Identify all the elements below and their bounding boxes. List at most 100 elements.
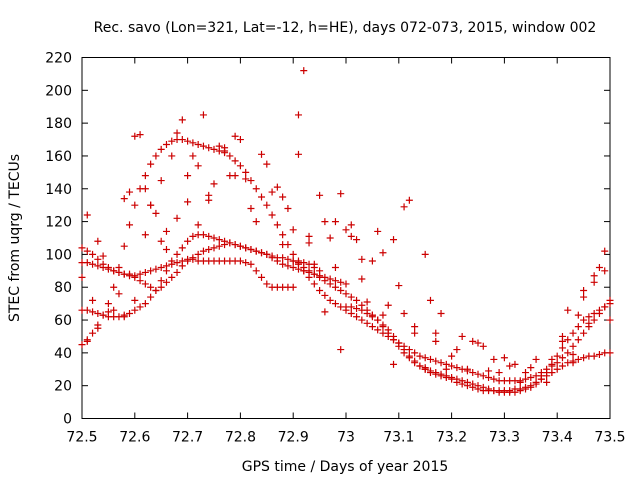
data-point — [279, 254, 287, 262]
data-point — [543, 378, 551, 386]
data-point — [321, 308, 329, 316]
data-point — [390, 236, 398, 244]
data-point — [374, 227, 382, 235]
data-point — [126, 188, 134, 196]
data-point — [242, 259, 250, 267]
data-point — [416, 352, 424, 360]
data-point — [199, 231, 207, 239]
x-tick-label: 73 — [337, 430, 355, 446]
data-point — [99, 252, 107, 260]
data-point — [104, 308, 112, 316]
data-point — [485, 373, 493, 381]
data-point — [474, 382, 482, 390]
data-point — [94, 237, 102, 245]
data-point — [168, 260, 176, 268]
data-point — [99, 264, 107, 272]
data-point — [421, 250, 429, 258]
data-point — [258, 249, 266, 257]
data-point — [516, 378, 524, 386]
data-point — [194, 250, 202, 258]
data-point — [426, 296, 434, 304]
data-point — [490, 375, 498, 383]
data-point — [231, 172, 239, 180]
data-point — [94, 309, 102, 317]
data-point — [337, 190, 345, 198]
data-point — [558, 362, 566, 370]
data-point — [590, 309, 598, 317]
y-tick-label: 40 — [54, 346, 72, 362]
data-point — [353, 236, 361, 244]
data-point — [353, 313, 361, 321]
x-tick-label: 72.5 — [66, 430, 97, 446]
data-point — [268, 211, 276, 219]
data-point — [221, 237, 229, 245]
data-point — [157, 237, 165, 245]
data-point — [347, 303, 355, 311]
data-point — [205, 144, 213, 152]
data-point — [506, 362, 514, 370]
data-point — [553, 352, 561, 360]
data-point — [300, 67, 308, 75]
data-point — [305, 239, 313, 247]
data-point — [411, 359, 419, 367]
data-point — [162, 278, 170, 286]
data-point — [236, 257, 244, 265]
data-point — [168, 137, 176, 145]
data-point — [590, 272, 598, 280]
data-point — [178, 244, 186, 252]
data-point — [485, 367, 493, 375]
data-point — [157, 264, 165, 272]
data-point — [268, 252, 276, 260]
data-point — [173, 214, 181, 222]
data-point — [595, 351, 603, 359]
y-tick-label: 140 — [45, 182, 72, 198]
data-point — [205, 245, 213, 253]
data-point — [474, 339, 482, 347]
data-point — [210, 180, 218, 188]
data-point — [247, 204, 255, 212]
data-point — [294, 111, 302, 119]
data-point — [231, 132, 239, 140]
data-point — [120, 195, 128, 203]
data-point — [289, 257, 297, 265]
data-point — [363, 309, 371, 317]
data-point — [585, 313, 593, 321]
data-point — [390, 336, 398, 344]
data-point — [595, 306, 603, 314]
data-point — [548, 355, 556, 363]
data-point — [558, 354, 566, 362]
data-point — [500, 354, 508, 362]
axis-ticks: 72.5 72.6 72.7 72.8 72.9 73 73.1 73.2 73.3 73.4 73… — [45, 51, 625, 446]
data-point — [236, 136, 244, 144]
data-point — [453, 375, 461, 383]
y-tick-label: 180 — [45, 116, 72, 132]
data-point — [516, 387, 524, 395]
data-point — [331, 264, 339, 272]
data-point — [242, 244, 250, 252]
data-point — [558, 337, 566, 345]
data-point — [379, 323, 387, 331]
data-point — [411, 349, 419, 357]
data-point — [574, 336, 582, 344]
data-point — [284, 204, 292, 212]
data-point — [279, 193, 287, 201]
data-point — [147, 160, 155, 168]
data-point — [104, 265, 112, 273]
data-point — [78, 341, 86, 349]
data-point — [331, 300, 339, 308]
data-point — [463, 378, 471, 386]
data-point — [252, 267, 260, 275]
data-point — [474, 370, 482, 378]
data-point — [162, 245, 170, 253]
data-point — [131, 272, 139, 280]
data-point — [558, 344, 566, 352]
data-point — [294, 260, 302, 268]
data-point — [141, 300, 149, 308]
data-point — [590, 278, 598, 286]
x-axis-label: GPS time / Days of year 2015 — [242, 459, 449, 475]
x-tick-label: 72.9 — [278, 430, 309, 446]
data-point — [173, 250, 181, 258]
data-point — [390, 360, 398, 368]
y-axis-label: STEC from uqrg / TECUs — [7, 154, 23, 322]
data-point — [368, 311, 376, 319]
